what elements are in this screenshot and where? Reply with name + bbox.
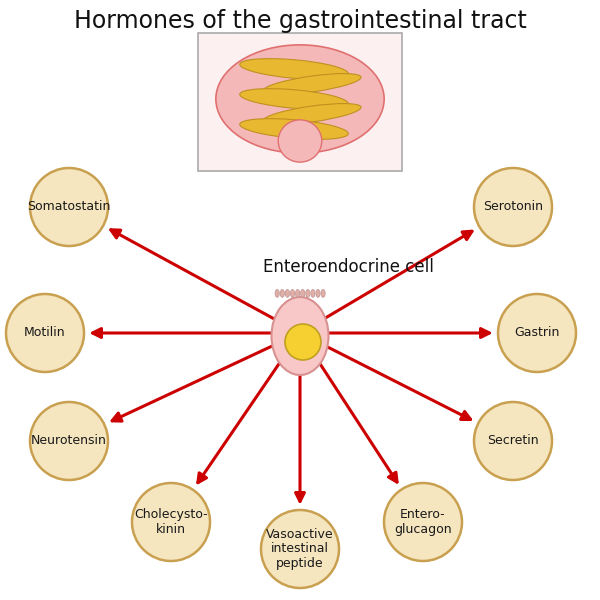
Ellipse shape (280, 289, 284, 297)
Text: Entero-
glucagon: Entero- glucagon (394, 508, 452, 536)
Ellipse shape (240, 89, 348, 109)
Ellipse shape (296, 289, 300, 297)
Ellipse shape (278, 120, 322, 162)
Ellipse shape (286, 289, 290, 297)
Ellipse shape (240, 119, 348, 139)
Ellipse shape (311, 289, 315, 297)
Ellipse shape (275, 289, 280, 297)
Ellipse shape (216, 45, 384, 153)
Circle shape (474, 168, 552, 246)
Circle shape (384, 483, 462, 561)
Circle shape (498, 294, 576, 372)
Text: Serotonin: Serotonin (483, 200, 543, 214)
Ellipse shape (316, 289, 320, 297)
FancyBboxPatch shape (198, 33, 402, 171)
Text: Motilin: Motilin (24, 326, 66, 340)
Text: Vasoactive
intestinal
peptide: Vasoactive intestinal peptide (266, 527, 334, 571)
Circle shape (30, 168, 108, 246)
Circle shape (285, 324, 321, 360)
Ellipse shape (301, 289, 305, 297)
Circle shape (6, 294, 84, 372)
Ellipse shape (240, 59, 348, 79)
Text: Somatostatin: Somatostatin (28, 200, 110, 214)
Ellipse shape (306, 289, 310, 297)
Text: Cholecysto-
kinin: Cholecysto- kinin (134, 508, 208, 536)
Text: Secretin: Secretin (487, 434, 539, 448)
Circle shape (474, 402, 552, 480)
Text: Enteroendocrine cell: Enteroendocrine cell (263, 258, 433, 276)
Circle shape (261, 510, 339, 588)
Text: Gastrin: Gastrin (514, 326, 560, 340)
Text: Hormones of the gastrointestinal tract: Hormones of the gastrointestinal tract (74, 9, 526, 33)
Ellipse shape (321, 289, 325, 297)
Ellipse shape (290, 289, 295, 297)
Circle shape (30, 402, 108, 480)
Ellipse shape (271, 297, 329, 375)
Text: Neurotensin: Neurotensin (31, 434, 107, 448)
Circle shape (132, 483, 210, 561)
Ellipse shape (263, 104, 361, 124)
Ellipse shape (263, 74, 361, 94)
